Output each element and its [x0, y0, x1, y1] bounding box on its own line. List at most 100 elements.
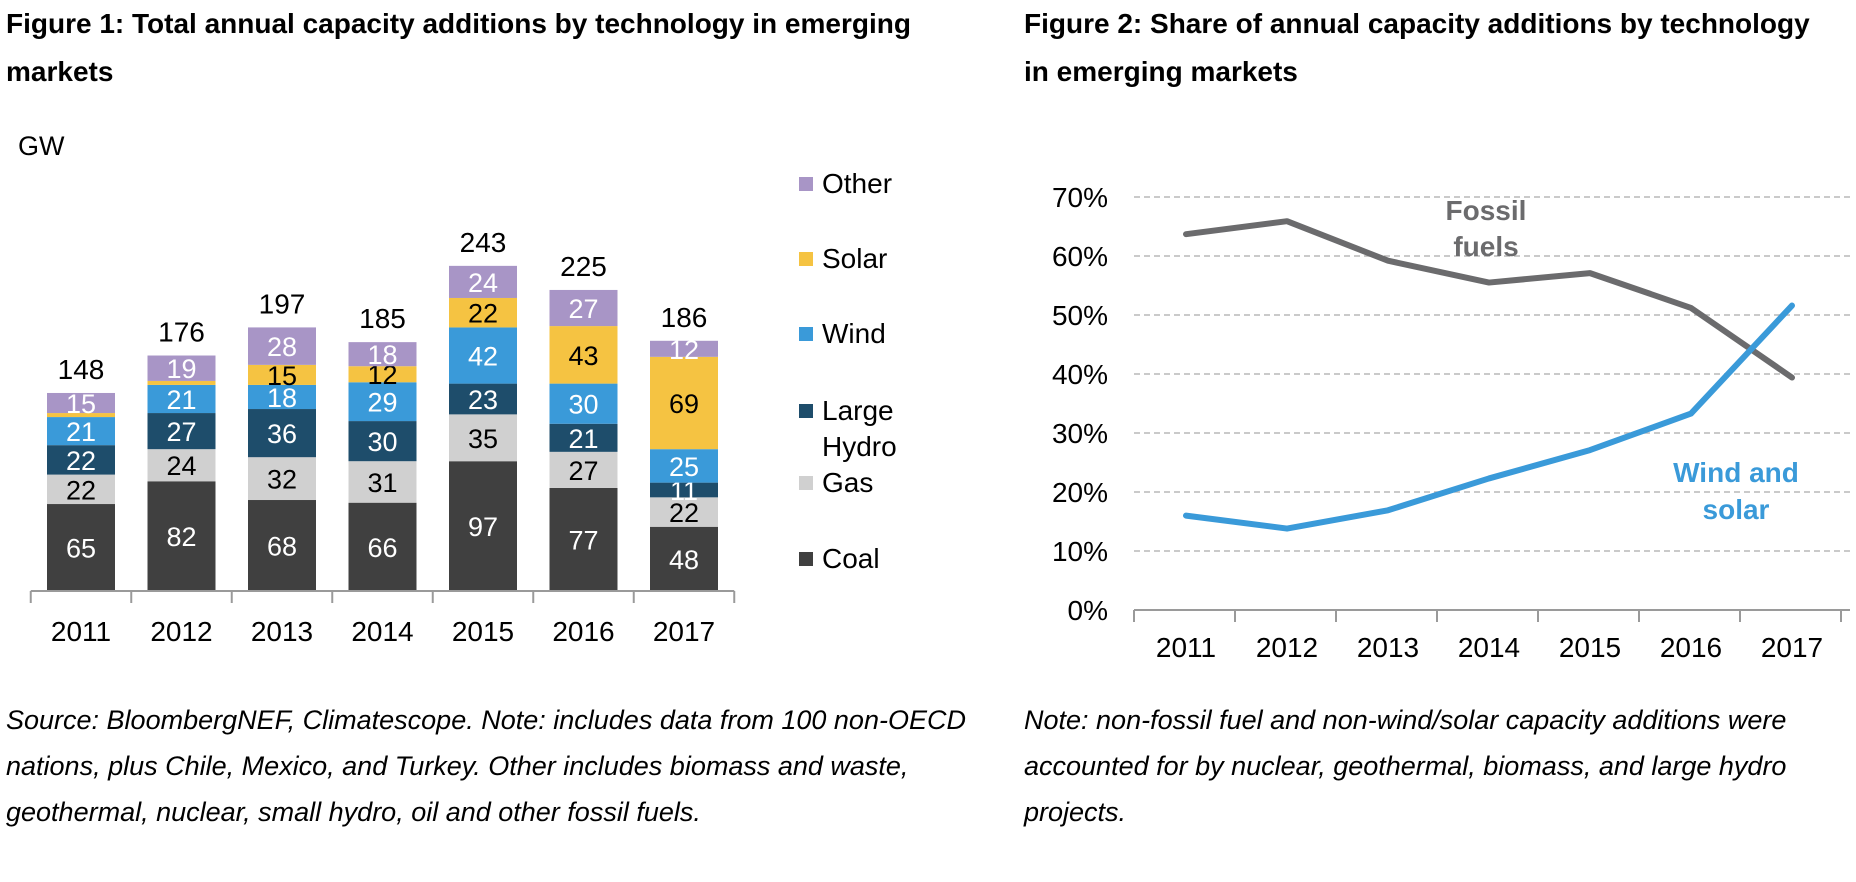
- y-tick-label: 60%: [1052, 241, 1108, 272]
- y-tick-label: 0%: [1068, 595, 1108, 626]
- bar-segment-gas-2017: [650, 497, 718, 527]
- share-line-chart: 0% 10% 20% 30% 40% 50% 60% 70% 2011 2012 2013 2014 2…: [1052, 182, 1850, 663]
- bar-segment-wind-2013: [248, 384, 316, 410]
- bar-segment-label: 25: [669, 452, 699, 482]
- x-tick-label: 2013: [251, 616, 313, 647]
- figure1-title: Figure 1: Total annual capacity addition…: [6, 8, 911, 87]
- bar-segment-label: 27: [568, 294, 598, 324]
- x-tick-label: 2014: [351, 616, 413, 647]
- bar-total-label: 186: [661, 302, 708, 333]
- x-tick-label: 2017: [1761, 632, 1823, 663]
- bar-segment-solar-2016: [549, 326, 618, 384]
- series-line-fossil-fuels: [1183, 218, 1795, 381]
- y-tick-label: 30%: [1052, 418, 1108, 449]
- bar-segment-other-2013: [248, 327, 316, 365]
- bar-segment-label: 77: [568, 525, 598, 555]
- bar-total-label: 243: [460, 227, 507, 258]
- y-tick-label: 40%: [1052, 359, 1108, 390]
- bar-segment-wind-2014: [348, 382, 417, 422]
- bar-segment-other-2017: [650, 340, 718, 357]
- x-tick-label: 2012: [1256, 632, 1318, 663]
- bar-segment-other-2011: [47, 392, 115, 414]
- bar-total-label: 225: [560, 251, 607, 282]
- bar-segment-label: 68: [267, 532, 297, 562]
- x-tick-label: 2014: [1458, 632, 1520, 663]
- bar-segment-large-hydro-2013: [248, 409, 316, 458]
- bar-segment-label: 30: [568, 390, 598, 420]
- y-tick-label: 10%: [1052, 536, 1108, 567]
- bar-segment-solar-2013: [248, 364, 316, 385]
- bar-segment-gas-2016: [549, 451, 618, 488]
- x-tick-label: 2013: [1357, 632, 1419, 663]
- bar-segment-solar-2017: [650, 356, 718, 450]
- bar-segment-label: 36: [267, 419, 297, 449]
- x-tick-label: 2016: [1660, 632, 1722, 663]
- bar-segment-label: 29: [367, 388, 397, 418]
- x-tick-label: 2012: [150, 616, 212, 647]
- bar-total-label: 185: [359, 303, 406, 334]
- legend-label-hydro: Hydro: [822, 431, 897, 462]
- bar-segment-coal-2014: [348, 502, 417, 591]
- bar-segment-large-hydro-2017: [650, 482, 718, 498]
- bar-segment-coal-2012: [147, 481, 216, 591]
- bar-segment-other-2014: [348, 342, 417, 367]
- x-tick-label: 2017: [653, 616, 715, 647]
- bar-segment-label: 22: [468, 299, 498, 329]
- bar-segment-other-2016: [549, 289, 618, 327]
- series-line-wind-and-solar: [1183, 302, 1795, 532]
- bar-total-label: 148: [58, 354, 105, 385]
- figure2-title: Figure 2: Share of annual capacity addit…: [1024, 8, 1810, 87]
- bar-segment-label: 12: [669, 335, 699, 365]
- legend-label-other: Other: [822, 168, 892, 199]
- annotation-fossil-fuels: Fossil fuels: [1446, 195, 1527, 262]
- bar-segment-label: 27: [166, 417, 196, 447]
- bar-segment-wind-2011: [47, 417, 115, 446]
- bar-segment-label: 18: [367, 340, 397, 370]
- bar-segment-coal-2016: [549, 487, 618, 591]
- bar-segment-coal-2015: [449, 461, 517, 591]
- bar-segment-label: 24: [166, 451, 196, 481]
- bar-segment-label: 42: [468, 342, 498, 372]
- legend-label-coal: Coal: [822, 543, 880, 574]
- bar-segment-label: 32: [267, 465, 297, 495]
- legend-swatch-gas: [799, 476, 813, 490]
- x-tick-label: 2015: [452, 616, 514, 647]
- bar-segment-label: 24: [468, 268, 498, 298]
- bar-segment-label: 30: [367, 427, 397, 457]
- legend-label-gas: Gas: [822, 467, 873, 498]
- bar-segment-wind-2015: [449, 327, 517, 384]
- bar-segment-label: 21: [66, 417, 96, 447]
- bar-segment-label: 22: [669, 498, 699, 528]
- bar-segment-other-2012: [147, 355, 216, 381]
- bar-segment-label: 21: [166, 385, 196, 415]
- bar-segment-gas-2014: [348, 461, 417, 503]
- bar-segment-label: 22: [66, 475, 96, 505]
- annotation-wind-and-solar: Wind and solar: [1673, 457, 1799, 525]
- figure2-note: Note: non-fossil fuel and non-wind/solar…: [1024, 705, 1787, 827]
- bar-segment-large-hydro-2011: [47, 445, 115, 475]
- bar-segment-gas-2015: [449, 414, 517, 462]
- legend-swatch-large-hydro: [799, 404, 813, 418]
- bar-segment-label: 23: [468, 385, 498, 415]
- bar-segment-large-hydro-2012: [147, 413, 216, 450]
- bar-segment-label: 65: [66, 534, 96, 564]
- bar-segment-solar-2015: [449, 297, 517, 328]
- bar-segment-solar-2012: [147, 380, 216, 385]
- bar-segment-gas-2013: [248, 457, 316, 501]
- x-tick-label: 2011: [1156, 632, 1216, 663]
- bar-segment-label: 28: [267, 332, 297, 362]
- bar-total-label: 197: [259, 288, 306, 319]
- bar-segment-label: 19: [166, 354, 196, 384]
- bar-segment-label: 15: [267, 361, 297, 391]
- legend-label-large: Large: [822, 395, 894, 426]
- bar-segment-label: 18: [267, 383, 297, 413]
- legend-swatch-wind: [799, 327, 813, 341]
- y-axis-unit-label: GW: [18, 131, 65, 161]
- bar-segment-wind-2016: [549, 383, 618, 424]
- bar-segment-label: 43: [568, 341, 598, 371]
- bar-segment-label: 35: [468, 424, 498, 454]
- bar-segment-solar-2014: [348, 366, 417, 383]
- x-tick-label: 2016: [552, 616, 614, 647]
- bar-segment-label: 82: [166, 522, 196, 552]
- bar-segment-wind-2012: [147, 384, 216, 414]
